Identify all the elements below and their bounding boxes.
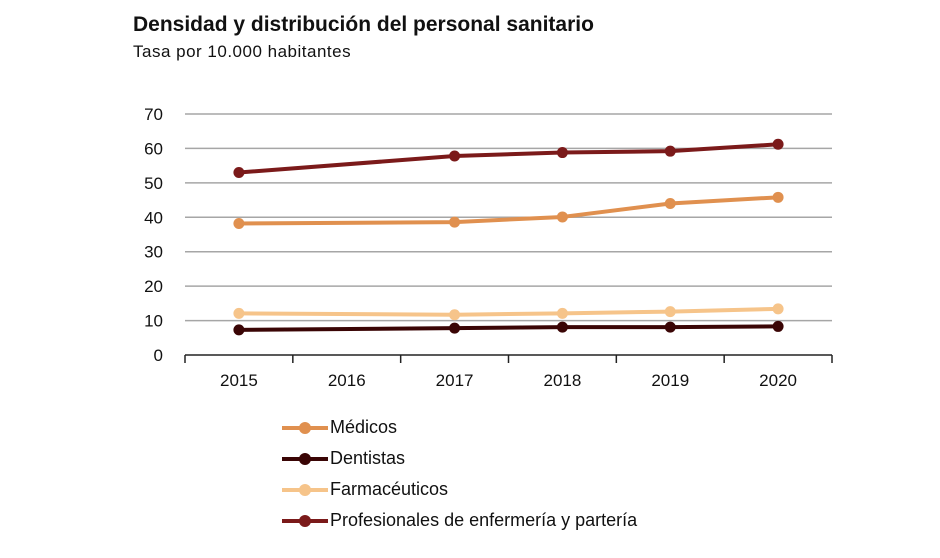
data-point <box>772 320 784 332</box>
legend-swatch-icon <box>282 452 328 466</box>
legend-swatch-icon <box>282 421 328 435</box>
x-tick-label: 2017 <box>436 371 474 390</box>
data-point <box>449 309 461 321</box>
data-point <box>233 307 245 319</box>
legend-swatch-icon <box>282 483 328 497</box>
y-tick-label: 30 <box>144 243 163 262</box>
legend-label: Dentistas <box>330 448 406 468</box>
data-point <box>772 191 784 203</box>
data-point <box>664 306 676 318</box>
data-point <box>556 307 568 319</box>
x-tick-label: 2020 <box>759 371 797 390</box>
data-point <box>556 321 568 333</box>
data-point <box>556 211 568 223</box>
data-point <box>449 150 461 162</box>
y-tick-label: 40 <box>144 208 163 227</box>
legend-item: Dentistas <box>282 443 637 474</box>
x-tick-label: 2016 <box>328 371 366 390</box>
data-point <box>449 322 461 334</box>
data-point <box>772 138 784 150</box>
y-tick-label: 20 <box>144 277 163 296</box>
y-tick-label: 50 <box>144 174 163 193</box>
data-point <box>664 198 676 210</box>
x-tick-label: 2018 <box>544 371 582 390</box>
legend-item: Médicos <box>282 412 637 443</box>
legend-swatch-icon <box>282 514 328 528</box>
series-line-0 <box>238 195 779 226</box>
legend-item: Profesionales de enfermería y partería <box>282 505 637 536</box>
data-point <box>772 303 784 315</box>
chart-title: Densidad y distribución del personal san… <box>133 13 594 36</box>
legend-label: Farmacéuticos <box>330 479 449 499</box>
data-point <box>449 216 461 228</box>
series-line-1 <box>238 324 779 332</box>
data-point <box>664 145 676 157</box>
chart-subtitle: Tasa por 10.000 habitantes <box>133 42 352 61</box>
legend-item: Farmacéuticos <box>282 474 637 505</box>
legend-label: Médicos <box>330 417 398 437</box>
data-point <box>233 324 245 336</box>
series-line-2 <box>238 306 779 317</box>
y-tick-label: 70 <box>144 105 163 124</box>
y-tick-label: 0 <box>154 346 163 365</box>
data-point <box>233 217 245 229</box>
y-tick-label: 10 <box>144 312 163 331</box>
x-tick-label: 2015 <box>220 371 258 390</box>
legend-label: Profesionales de enfermería y partería <box>330 510 638 530</box>
x-tick-label: 2019 <box>651 371 689 390</box>
data-point <box>233 167 245 179</box>
legend: Médicos Dentistas Farmacéuticos Profesional… <box>282 412 637 536</box>
data-point <box>556 147 568 159</box>
y-tick-label: 60 <box>144 139 163 158</box>
data-point <box>664 321 676 333</box>
